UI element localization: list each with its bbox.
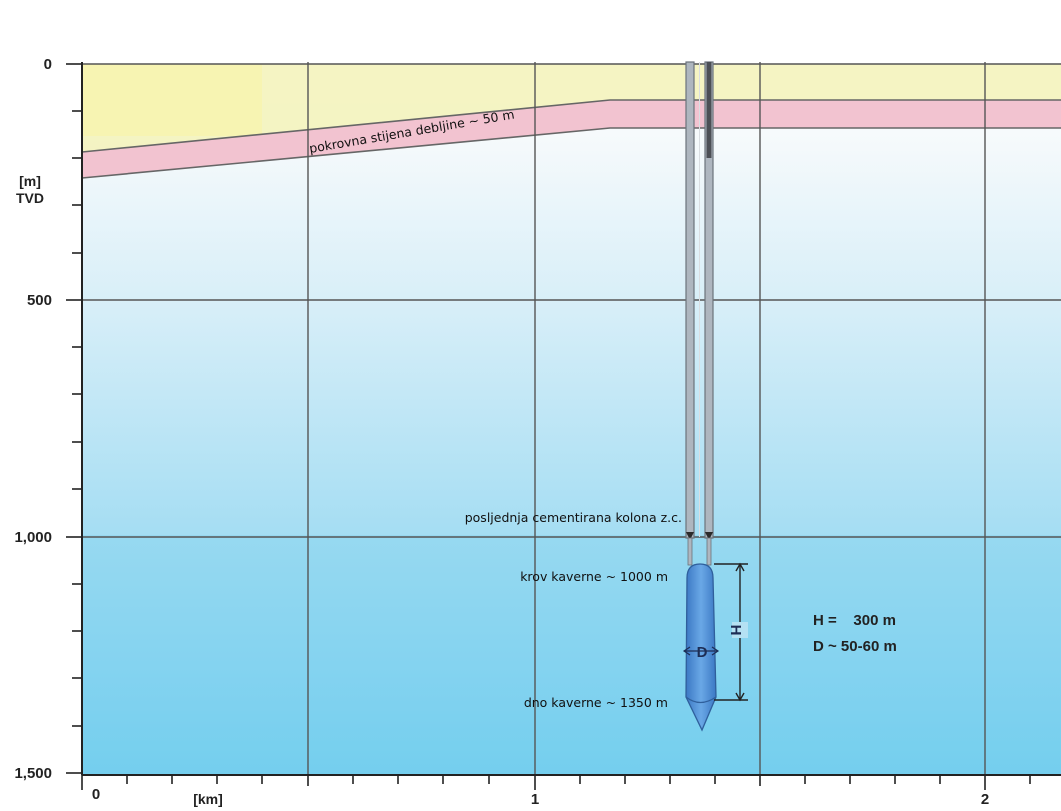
underground-background: [82, 62, 1061, 775]
lower-blue-band: [82, 535, 1061, 775]
height-symbol-bg: [732, 622, 748, 638]
y-tick-label: 1,000: [14, 529, 52, 546]
cover-rock-top-line: [81, 99, 1061, 153]
height-dim-arrow-top: [735, 562, 745, 572]
hanging-string-left: [687, 537, 693, 566]
y-tick-label: 500: [27, 292, 52, 309]
casing-pipe-left: [685, 61, 695, 539]
hanging-string-right: [706, 537, 712, 566]
diameter-symbol: D: [697, 644, 708, 661]
x-tick-label: 0: [92, 786, 100, 803]
cavern-bottom-cap: [685, 696, 717, 704]
casing-shoe-right: [705, 532, 713, 540]
y-tick-label: 1,500: [14, 765, 52, 782]
yellow-highlight: [82, 64, 262, 136]
y-tick-label: 0: [44, 56, 52, 73]
diameter-dim-arrow-left: [682, 646, 691, 656]
well-casing: [685, 61, 714, 566]
height-symbol: H: [727, 625, 744, 636]
height-parameter: H = 300 m: [813, 612, 896, 629]
cavern-floor-annotation: dno kaverne ~ 1350 m: [524, 695, 668, 710]
y-axis-unit-label: [m]: [19, 173, 41, 189]
x-tick-label: 1: [531, 791, 539, 808]
diameter-parameter: D ~ 50-60 m: [813, 638, 897, 655]
y-axis-ticks: [66, 63, 82, 774]
y-axis-unit-label-2: TVD: [16, 190, 44, 206]
last-cemented-casing-annotation: posljednja cementirana kolona z.c.: [465, 510, 682, 525]
x-axis-ticks: [81, 775, 1031, 790]
diameter-dimension: [682, 646, 720, 656]
cavern-body: [685, 563, 717, 732]
cover-rock-bottom-line: [81, 127, 1061, 179]
x-axis-unit-label: [km]: [193, 791, 223, 807]
height-dim-arrow-bottom: [735, 692, 745, 702]
cavern-roof-annotation: krov kaverne ~ 1000 m: [520, 569, 668, 584]
yellow-surface-layer: [82, 64, 1061, 152]
diameter-dim-arrow-right: [711, 646, 720, 656]
inner-tubing: [706, 62, 712, 158]
cover-rock-layer: [82, 100, 1061, 178]
casing-shoe-left: [686, 532, 694, 540]
x-tick-label: 2: [981, 791, 989, 808]
salt-cavern: [685, 563, 717, 732]
